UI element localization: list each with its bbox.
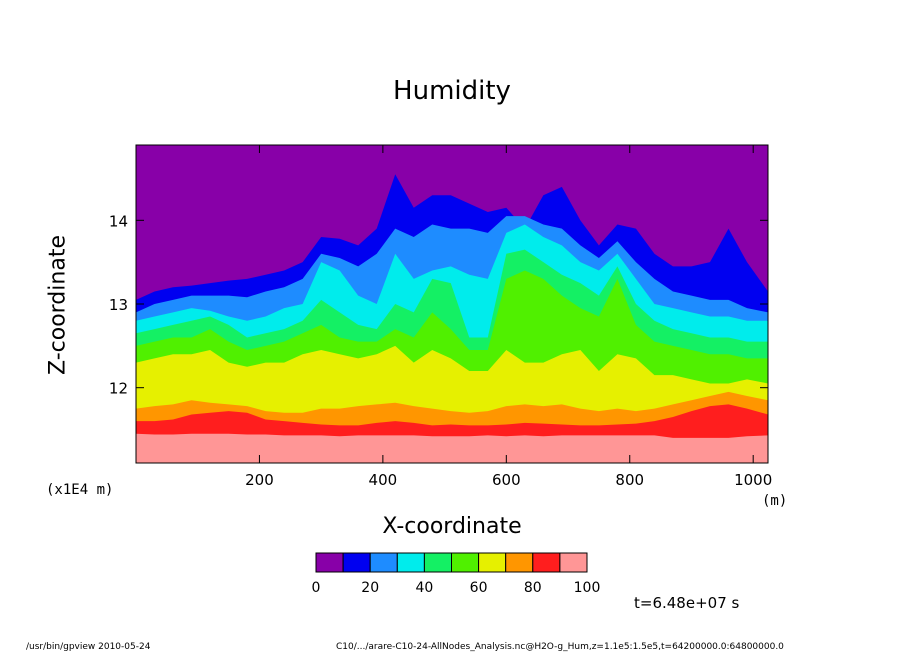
- colorbar-swatch-0: [315, 552, 344, 573]
- x-tick-label-200: 200: [245, 471, 274, 489]
- x-axis-label: X-coordinate: [382, 514, 522, 539]
- colorbar-swatch-10: [342, 552, 371, 573]
- x-tick-label-800: 800: [615, 471, 644, 489]
- colorbar-label-20: 20: [361, 580, 379, 596]
- colorbar-swatch-30: [396, 552, 425, 573]
- y-tick-label-12: 12: [109, 380, 128, 398]
- band-90-100: [136, 433, 768, 463]
- chart-title: Humidity: [393, 76, 511, 106]
- colorbar-label-100: 100: [574, 580, 601, 596]
- colorbar-label-0: 0: [312, 580, 321, 596]
- footer-left: /usr/bin/gpview 2010-05-24: [26, 642, 151, 652]
- y-exponent-label: (x1E4 m): [46, 482, 114, 498]
- colorbar-swatch-90: [559, 552, 588, 573]
- colorbar-swatch-70: [505, 552, 534, 573]
- x-unit-label: (m): [762, 493, 788, 509]
- x-tick-label-600: 600: [492, 471, 521, 489]
- colorbar-swatch-40: [423, 552, 452, 573]
- time-label: t=6.48e+07 s: [634, 594, 740, 612]
- y-axis-label: Z-coordinate: [45, 235, 71, 375]
- colorbar-swatch-20: [369, 552, 398, 573]
- colorbar-swatch-50: [451, 552, 480, 573]
- x-tick-label-1000: 1000: [734, 471, 772, 489]
- colorbar-swatch-80: [532, 552, 561, 573]
- colorbar-label-80: 80: [524, 580, 542, 596]
- colorbar-label-60: 60: [470, 580, 488, 596]
- colorbar-swatch-60: [478, 552, 507, 573]
- y-tick-label-14: 14: [109, 212, 128, 230]
- colorbar-label-40: 40: [415, 580, 433, 596]
- footer-right: C10/.../arare-C10-24-AllNodes_Analysis.n…: [336, 642, 784, 652]
- y-tick-label-13: 13: [109, 296, 128, 314]
- x-tick-label-400: 400: [369, 471, 398, 489]
